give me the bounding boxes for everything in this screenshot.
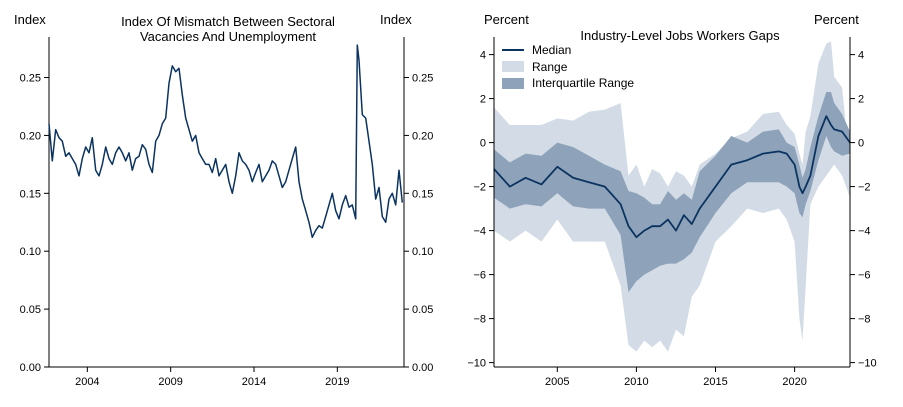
left-y-tick-label: −2 xyxy=(473,182,486,194)
x-tick-label: 2009 xyxy=(158,376,182,388)
mismatch-index-chart: Index Index Index Of Mismatch Between Se… xyxy=(0,0,450,407)
mismatch-index-plot: 0.00 0.00 0.05 0.05 0.10 0.10 0.15 0.15 0.20 0.20… xyxy=(20,37,433,388)
x-tick-label: 2004 xyxy=(75,376,99,388)
legend-item-median: Median xyxy=(502,42,634,59)
chart-title: Industry-Level Jobs Workers Gaps xyxy=(580,28,780,43)
chart-title-line-1: Index Of Mismatch Between Sectoral xyxy=(121,14,335,29)
right-y-tick-label: −4 xyxy=(858,226,871,238)
right-y-tick-label: 0.00 xyxy=(412,362,433,374)
jobs-workers-gaps-plot: 4 4 2 2 0 0 −2 −2 −4 −4 −6 −6 −8 −8 −10 −10 2005 2010 2015… xyxy=(467,37,877,388)
left-y-tick-label: 0.20 xyxy=(20,130,41,142)
left-y-axis-unit-label: Percent xyxy=(484,12,529,27)
x-tick-label: 2015 xyxy=(703,376,727,388)
legend-item-iqr: Interquartile Range xyxy=(502,75,634,92)
left-y-tick-label: 0.10 xyxy=(20,246,41,258)
left-y-tick-label: 0.25 xyxy=(20,73,41,85)
median-line xyxy=(493,115,851,239)
left-y-axis-unit-label: Index xyxy=(14,12,46,27)
right-y-tick-label: 0.15 xyxy=(412,188,433,200)
right-y-tick-label: 0.05 xyxy=(412,304,433,316)
right-y-tick-label: −6 xyxy=(858,270,871,282)
right-y-tick-label: −8 xyxy=(858,314,871,326)
x-tick-label: 2014 xyxy=(242,376,266,388)
right-y-tick-label: 0 xyxy=(858,138,864,150)
left-y-tick-label: −8 xyxy=(473,314,486,326)
left-y-tick-label: −4 xyxy=(473,226,486,238)
left-y-tick-label: 0.15 xyxy=(20,188,41,200)
jobs-workers-gaps-chart: Percent Percent Industry-Level Jobs Work… xyxy=(450,0,903,407)
right-y-tick-label: 4 xyxy=(858,50,864,62)
median-swatch xyxy=(502,49,524,52)
mismatch-index-line xyxy=(48,44,404,239)
chart-title: Index Of Mismatch Between Sectoral Vacan… xyxy=(100,14,356,44)
legend-label-iqr: Interquartile Range xyxy=(532,76,635,91)
left-y-tick-label: 4 xyxy=(480,50,486,62)
right-y-axis-unit-label: Index xyxy=(380,12,412,27)
iqr-swatch xyxy=(502,77,524,89)
x-tick-label: 2010 xyxy=(624,376,648,388)
left-y-tick-label: −6 xyxy=(473,270,486,282)
legend-item-range: Range xyxy=(502,59,634,76)
legend-label-range: Range xyxy=(532,59,568,74)
right-y-tick-label: −10 xyxy=(858,358,877,370)
iqr-band xyxy=(494,92,850,293)
right-y-tick-label: −2 xyxy=(858,182,871,194)
legend: Median Range Interquartile Range xyxy=(502,42,634,92)
range-swatch xyxy=(502,61,524,73)
x-tick-label: 2019 xyxy=(325,376,349,388)
right-y-tick-label: 0.20 xyxy=(412,130,433,142)
x-tick-label: 2020 xyxy=(782,376,806,388)
left-y-tick-label: 2 xyxy=(480,94,486,106)
left-y-tick-label: 0.05 xyxy=(20,304,41,316)
left-y-tick-label: 0.00 xyxy=(20,362,41,374)
left-y-tick-label: −10 xyxy=(467,358,486,370)
right-y-axis-unit-label: Percent xyxy=(814,12,859,27)
left-y-tick-label: 0 xyxy=(480,138,486,150)
chart-title-line-2: Vacancies And Unemployment xyxy=(139,29,317,44)
right-y-tick-label: 0.10 xyxy=(412,246,433,258)
right-y-tick-label: 0.25 xyxy=(412,73,433,85)
x-tick-label: 2005 xyxy=(545,376,569,388)
legend-label-median: Median xyxy=(532,43,572,58)
right-y-tick-label: 2 xyxy=(858,94,864,106)
